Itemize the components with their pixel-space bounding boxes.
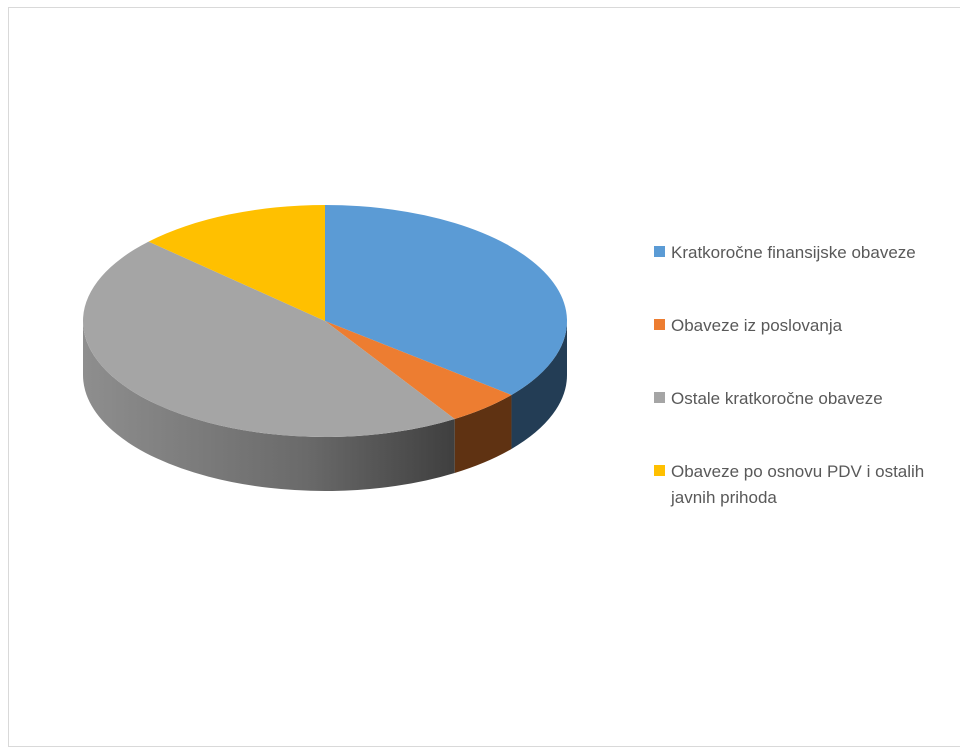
pie-side-obaveze-iz-poslovanja [454,394,512,473]
legend-item-obaveze-pdv: Obaveze po osnovu PDV i ostalih javnih p… [654,459,951,511]
legend-swatch [654,246,665,257]
pie-chart [82,205,568,491]
pie-side-kratkorocne-finansijske [511,321,567,449]
legend-label: Kratkoročne finansijske obaveze [671,243,916,262]
legend-label: Obaveze iz poslovanja [671,316,843,335]
legend-item-ostale-kratkorocne: Ostale kratkoročne obaveze [654,386,951,412]
legend-label: Obaveze po osnovu PDV i ostalih javnih p… [671,462,925,507]
pie-side-ostale-kratkorocne [82,321,455,491]
legend-label: Ostale kratkoročne obaveze [671,389,883,408]
pie-slice-obaveze-pdv [148,205,325,321]
pie-slice-ostale-kratkorocne [82,241,455,437]
legend-swatch [654,465,665,476]
legend-item-obaveze-iz-poslovanja: Obaveze iz poslovanja [654,313,951,339]
legend-swatch [654,392,665,403]
pie-slice-kratkorocne-finansijske [325,205,568,395]
chart-frame: Kratkoročne finansijske obaveze Obaveze … [8,7,960,747]
pie-slice-obaveze-iz-poslovanja [325,321,512,419]
legend-item-kratkorocne-finansijske: Kratkoročne finansijske obaveze [654,240,951,266]
legend-swatch [654,319,665,330]
